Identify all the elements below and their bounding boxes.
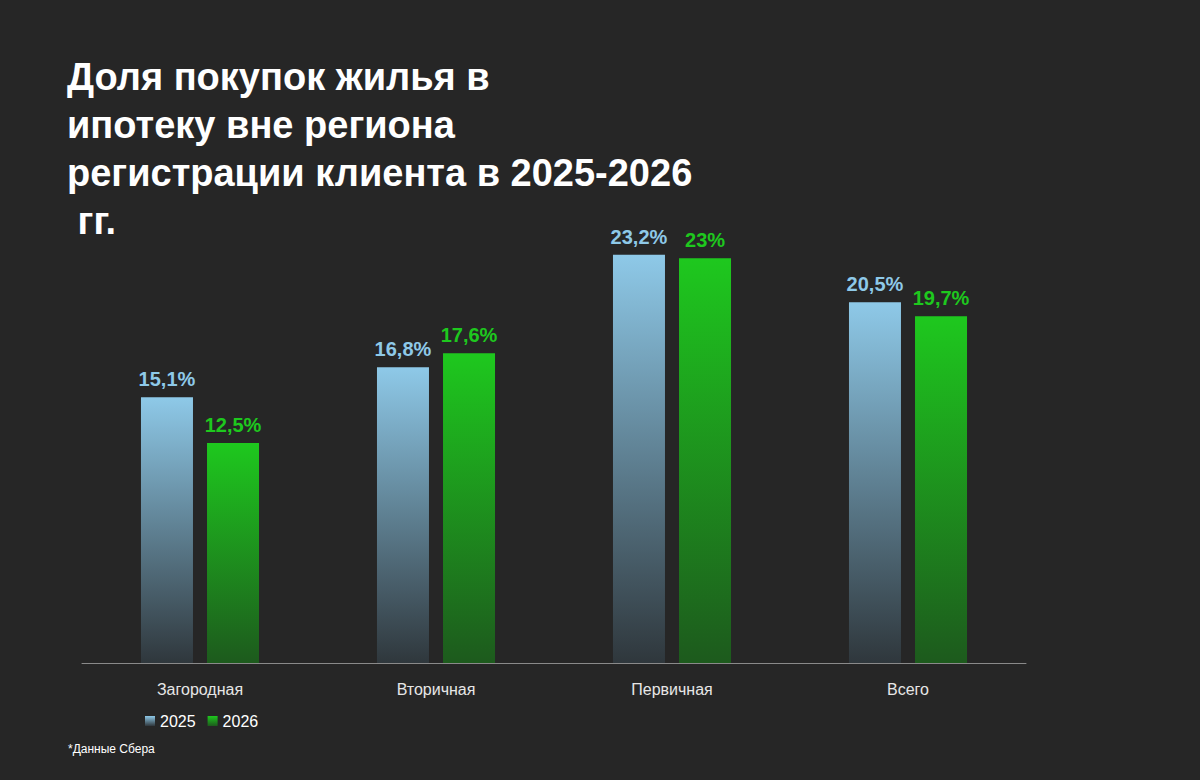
svg-text:16,8%: 16,8% [375, 338, 432, 360]
svg-text:*Данные Сбера: *Данные Сбера [68, 742, 155, 756]
svg-text:Загородная: Загородная [157, 681, 243, 698]
svg-text:19,7%: 19,7% [913, 287, 970, 309]
svg-text:17,6%: 17,6% [441, 324, 498, 346]
svg-text:Первичная: Первичная [631, 681, 712, 698]
svg-text:2025: 2025 [160, 713, 196, 730]
svg-text:15,1%: 15,1% [139, 368, 196, 390]
svg-text:Всего: Всего [887, 681, 929, 698]
svg-text:23%: 23% [685, 229, 725, 251]
svg-text:2026: 2026 [223, 713, 259, 730]
svg-text:ипотеку вне региона: ипотеку вне региона [67, 104, 465, 146]
svg-text:23,2%: 23,2% [611, 226, 668, 248]
svg-text:гг.: гг. [67, 200, 116, 242]
svg-text:20,5%: 20,5% [847, 273, 904, 295]
svg-text:12,5%: 12,5% [205, 414, 262, 436]
svg-text:Доля покупок жилья в: Доля покупок жилья в [67, 56, 500, 98]
svg-text:Вторичная: Вторичная [397, 681, 476, 698]
svg-text:регистрации клиента в 2025-202: регистрации клиента в 2025-2026 [67, 152, 692, 194]
